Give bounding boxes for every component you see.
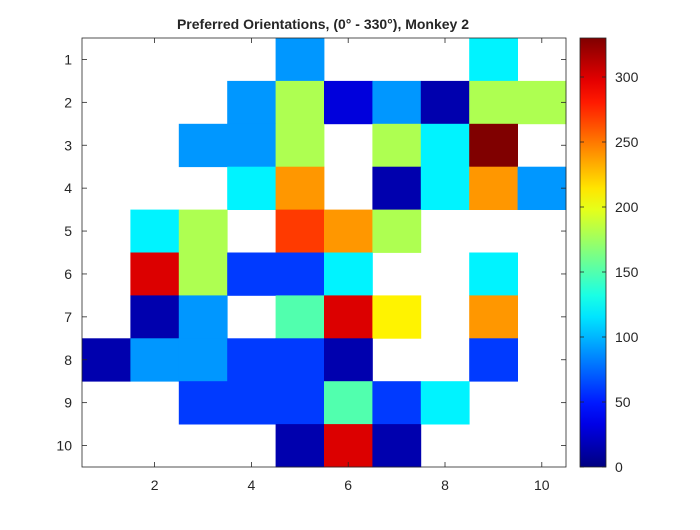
y-tick-label: 1 [64, 51, 72, 67]
heatmap-cell [178, 209, 228, 253]
heatmap-cell [130, 252, 180, 296]
heatmap-cell [469, 338, 518, 382]
heatmap-cell [275, 424, 325, 468]
colorbar-tick-label: 250 [615, 134, 639, 150]
y-tick-label: 5 [64, 223, 72, 239]
heatmap-cell [469, 295, 518, 339]
heatmap-cell [324, 252, 373, 296]
heatmap-cell [324, 80, 373, 125]
heatmap-cell [275, 38, 325, 82]
heatmap-cell [420, 381, 470, 425]
colorbar-tick-label: 150 [615, 264, 639, 280]
x-tick-label: 4 [248, 477, 256, 493]
y-tick-label: 8 [64, 352, 72, 368]
heatmap-cell [275, 295, 325, 339]
heatmap-cell [178, 295, 228, 339]
heatmap-cell [324, 338, 373, 382]
heatmap-cell [372, 381, 422, 425]
y-tick-label: 3 [64, 137, 72, 153]
heatmap-cells [82, 38, 567, 468]
heatmap-cell [324, 424, 373, 468]
heatmap-cell [275, 338, 325, 382]
heatmap-cell [372, 209, 422, 253]
chart-title: Preferred Orientations, (0° - 330°), Mon… [177, 16, 469, 32]
heatmap-cell [420, 123, 470, 168]
heatmap-cell [227, 252, 276, 296]
heatmap-cell [275, 123, 325, 168]
heatmap-cell [130, 209, 180, 253]
x-tick-label: 10 [534, 477, 550, 493]
heatmap-cell [275, 166, 325, 210]
heatmap-cell [469, 166, 518, 210]
colorbar: 0 50 100 150 200 250 300 [579, 37, 639, 475]
heatmap-cell [227, 381, 276, 425]
colorbar-gradient [579, 37, 607, 468]
heatmap-cell [420, 80, 470, 125]
heatmap-cell [227, 80, 276, 125]
heatmap-cell [517, 166, 567, 210]
heatmap-cell [469, 38, 518, 82]
y-tick-label: 2 [64, 94, 72, 110]
heatmap-cell [324, 381, 373, 425]
heatmap-cell [372, 80, 422, 125]
heatmap-cell [178, 338, 228, 382]
y-tick-label: 6 [64, 266, 72, 282]
heatmap-cell [178, 381, 228, 425]
heatmap-cell [275, 209, 325, 253]
heatmap-cell [178, 123, 228, 168]
y-tick-label: 4 [64, 180, 72, 196]
heatmap-cell [227, 338, 276, 382]
heatmap-cell [469, 80, 518, 125]
heatmap-cell [420, 166, 470, 210]
heatmap-cell [82, 338, 131, 382]
heatmap-cell [372, 295, 422, 339]
heatmap-cell [178, 252, 228, 296]
heatmap-cell [517, 80, 567, 125]
colorbar-tick-label: 100 [615, 329, 639, 345]
heatmap-cell [227, 123, 276, 168]
heatmap-cell [372, 424, 422, 468]
x-tick-label: 2 [151, 477, 159, 493]
heatmap-cell [227, 166, 276, 210]
heatmap-cell [275, 252, 325, 296]
y-tick-label: 10 [56, 438, 72, 454]
heatmap-cell [372, 123, 422, 168]
heatmap-cell [372, 166, 422, 210]
colorbar-tick-label: 200 [615, 199, 639, 215]
colorbar-tick-label: 300 [615, 69, 639, 85]
heatmap-cell [130, 295, 180, 339]
plot-frame [81, 37, 567, 468]
colorbar-tick-label: 0 [615, 459, 623, 475]
heatmap-cell [275, 381, 325, 425]
x-tick-label: 8 [441, 477, 449, 493]
heatmap-cell [130, 338, 180, 382]
heatmap-cell [469, 123, 518, 168]
heatmap-cell [324, 295, 373, 339]
heatmap-cell [324, 209, 373, 253]
heatmap-cell [469, 252, 518, 296]
y-tick-label: 9 [64, 395, 72, 411]
heatmap-cell [275, 80, 325, 125]
x-tick-label: 6 [344, 477, 352, 493]
colorbar-tick-label: 50 [615, 394, 631, 410]
y-tick-label: 7 [64, 309, 72, 325]
